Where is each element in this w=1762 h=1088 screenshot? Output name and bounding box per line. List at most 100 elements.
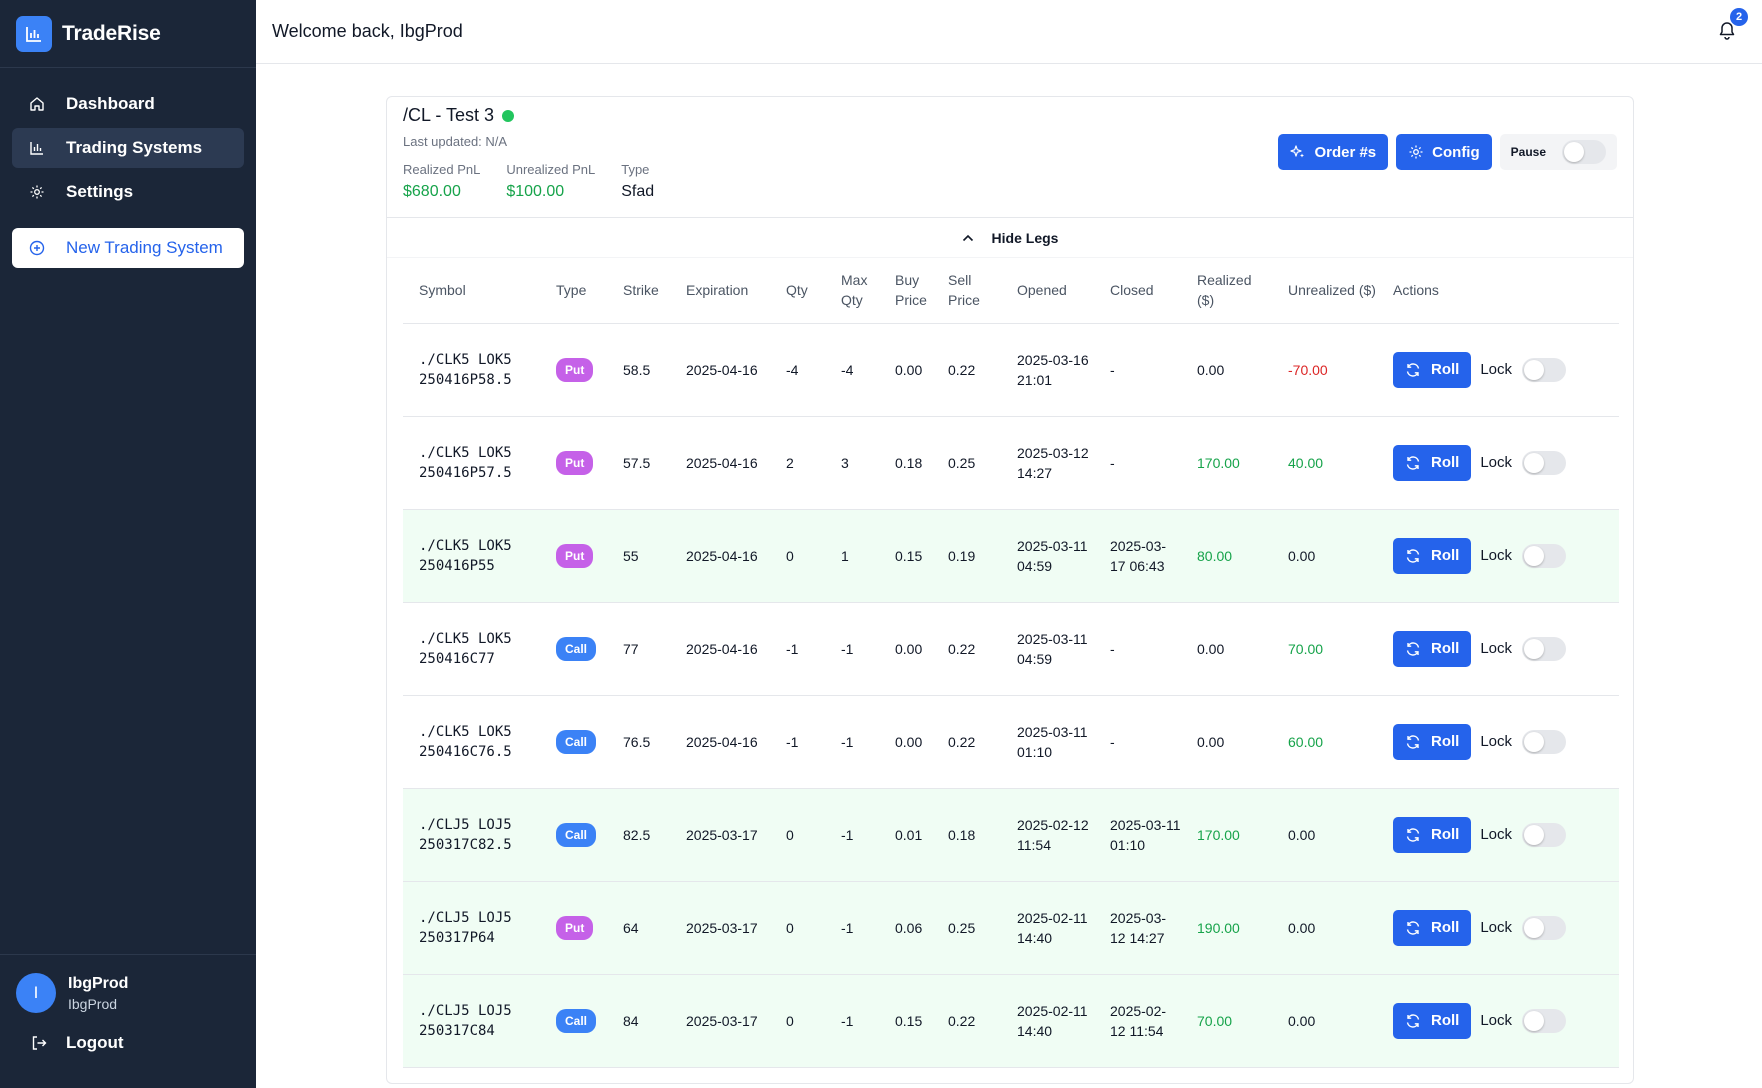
closed-cell: 2025-03-12 14:27 — [1094, 881, 1181, 975]
lock-label: Lock — [1480, 360, 1513, 378]
roll-label: Roll — [1431, 732, 1460, 750]
strike-cell: 84 — [607, 974, 670, 1068]
expiration-cell: 2025-04-16 — [670, 602, 770, 696]
system-metrics: Realized PnL $680.00 Unrealized PnL $100… — [403, 162, 1617, 201]
logout-icon — [30, 1034, 48, 1052]
sidebar-item-settings[interactable]: Settings — [12, 172, 244, 212]
column-header[interactable]: Type — [540, 258, 607, 324]
lock-toggle[interactable] — [1522, 357, 1567, 382]
column-header[interactable]: Closed — [1094, 258, 1181, 324]
expiration-cell: 2025-04-16 — [670, 695, 770, 789]
unrealized-cell: 0.00 — [1272, 509, 1377, 603]
closed-cell: 2025-02-12 11:54 — [1094, 974, 1181, 1068]
roll-button[interactable]: Roll — [1393, 630, 1472, 667]
notifications-button[interactable]: 2 — [1718, 8, 1748, 42]
sidebar-item-dashboard[interactable]: Dashboard — [12, 84, 244, 124]
lock-toggle[interactable] — [1522, 636, 1567, 661]
symbol-cell: ./CLJ5 LOJ5 250317C82.5 — [403, 788, 540, 882]
hide-legs-label: Hide Legs — [991, 229, 1059, 246]
table-row: ./CLK5 LOK5 250416C77 Call 77 2025-04-16 -1-… — [403, 602, 1619, 696]
column-header[interactable]: Expiration — [670, 258, 770, 324]
roll-button[interactable]: Roll — [1393, 537, 1472, 574]
column-header[interactable]: Max Qty — [825, 258, 879, 324]
sidebar: TradeRise Dashboard Trading Systems Sett… — [0, 0, 256, 1088]
sidebar-item-trading-systems[interactable]: Trading Systems — [12, 128, 244, 168]
column-header[interactable]: Unrealized ($) — [1272, 258, 1377, 324]
config-button[interactable]: Config — [1396, 134, 1492, 170]
unrealized-pnl-label: Unrealized PnL — [506, 162, 596, 177]
brand[interactable]: TradeRise — [0, 0, 256, 68]
actions-cell: Roll Lock — [1377, 323, 1619, 417]
roll-label: Roll — [1431, 639, 1460, 657]
buy-price-cell: 0.01 — [879, 788, 932, 882]
roll-label: Roll — [1431, 1011, 1460, 1029]
max-qty-cell: -1 — [825, 881, 879, 975]
welcome-message: Welcome back, IbgProd — [272, 21, 463, 41]
refresh-icon — [1405, 455, 1421, 471]
option-type-badge: Call — [556, 729, 597, 754]
lock-toggle[interactable] — [1522, 822, 1567, 847]
lock-toggle[interactable] — [1522, 450, 1567, 475]
roll-button[interactable]: Roll — [1393, 351, 1472, 388]
trading-system-card: /CL - Test 3 Last updated: N/A Realized … — [386, 96, 1634, 1084]
top-header: Welcome back, IbgProd 2 — [256, 0, 1762, 64]
column-header[interactable]: Strike — [607, 258, 670, 324]
option-type-badge: Put — [556, 915, 594, 940]
strike-cell: 76.5 — [607, 695, 670, 789]
plus-circle-icon — [28, 239, 46, 257]
new-trading-system-button[interactable]: New Trading System — [12, 228, 244, 268]
column-header[interactable]: Sell Price — [932, 258, 1001, 324]
sell-price-cell: 0.25 — [932, 416, 1001, 510]
lock-toggle[interactable] — [1522, 1008, 1567, 1033]
new-trading-system-label: New Trading System — [66, 238, 223, 257]
refresh-icon — [1405, 548, 1421, 564]
refresh-icon — [1405, 362, 1421, 378]
lock-toggle[interactable] — [1522, 543, 1567, 568]
legs-table-body: ./CLK5 LOK5 250416P58.5 Put 58.5 2025-04-16… — [403, 323, 1619, 1068]
config-label: Config — [1432, 143, 1480, 161]
roll-button[interactable]: Roll — [1393, 909, 1472, 946]
lock-label: Lock — [1480, 732, 1513, 750]
column-header[interactable]: Symbol — [403, 258, 540, 324]
hide-legs-button[interactable]: Hide Legs — [387, 218, 1633, 258]
column-header[interactable]: Realized ($) — [1181, 258, 1272, 324]
lock-toggle[interactable] — [1522, 729, 1567, 754]
qty-cell: -1 — [770, 695, 825, 789]
roll-button[interactable]: Roll — [1393, 444, 1472, 481]
lock-toggle[interactable] — [1522, 915, 1567, 940]
max-qty-cell: -1 — [825, 602, 879, 696]
type-cell: Call — [540, 695, 607, 789]
qty-cell: 0 — [770, 788, 825, 882]
pause-toggle[interactable] — [1562, 140, 1606, 164]
column-header[interactable]: Qty — [770, 258, 825, 324]
type-value: Sfad — [621, 183, 655, 200]
logout-button[interactable]: Logout — [0, 1013, 256, 1053]
actions-cell: Roll Lock — [1377, 695, 1619, 789]
system-title: /CL - Test 3 — [403, 105, 495, 125]
qty-cell: 0 — [770, 881, 825, 975]
column-header[interactable]: Opened — [1001, 258, 1094, 324]
table-row: ./CLK5 LOK5 250416P55 Put 55 2025-04-16 0 1 0.… — [403, 509, 1619, 603]
system-summary: /CL - Test 3 Last updated: N/A Realized … — [387, 97, 1633, 218]
unrealized-cell: 0.00 — [1272, 974, 1377, 1068]
sell-price-cell: 0.22 — [932, 695, 1001, 789]
table-row: ./CLJ5 LOJ5 250317C84 Call 84 2025-03-17 0 -1… — [403, 974, 1619, 1068]
max-qty-cell: 1 — [825, 509, 879, 603]
user-profile[interactable]: I IbgProd IbgProd — [0, 955, 256, 1013]
column-header[interactable]: Buy Price — [879, 258, 932, 324]
roll-button[interactable]: Roll — [1393, 816, 1472, 853]
max-qty-cell: -4 — [825, 323, 879, 417]
sell-price-cell: 0.18 — [932, 788, 1001, 882]
roll-button[interactable]: Roll — [1393, 1002, 1472, 1039]
closed-cell: 2025-03-17 06:43 — [1094, 509, 1181, 603]
lock-label: Lock — [1480, 1011, 1513, 1029]
type-cell: Put — [540, 509, 607, 603]
order-numbers-button[interactable]: Order #s — [1278, 134, 1389, 170]
realized-pnl-label: Realized PnL — [403, 162, 481, 177]
roll-button[interactable]: Roll — [1393, 723, 1472, 760]
opened-cell: 2025-03-12 14:27 — [1001, 416, 1094, 510]
max-qty-cell: -1 — [825, 788, 879, 882]
lock-label: Lock — [1480, 453, 1513, 471]
roll-label: Roll — [1431, 453, 1460, 471]
opened-cell: 2025-02-11 14:40 — [1001, 881, 1094, 975]
